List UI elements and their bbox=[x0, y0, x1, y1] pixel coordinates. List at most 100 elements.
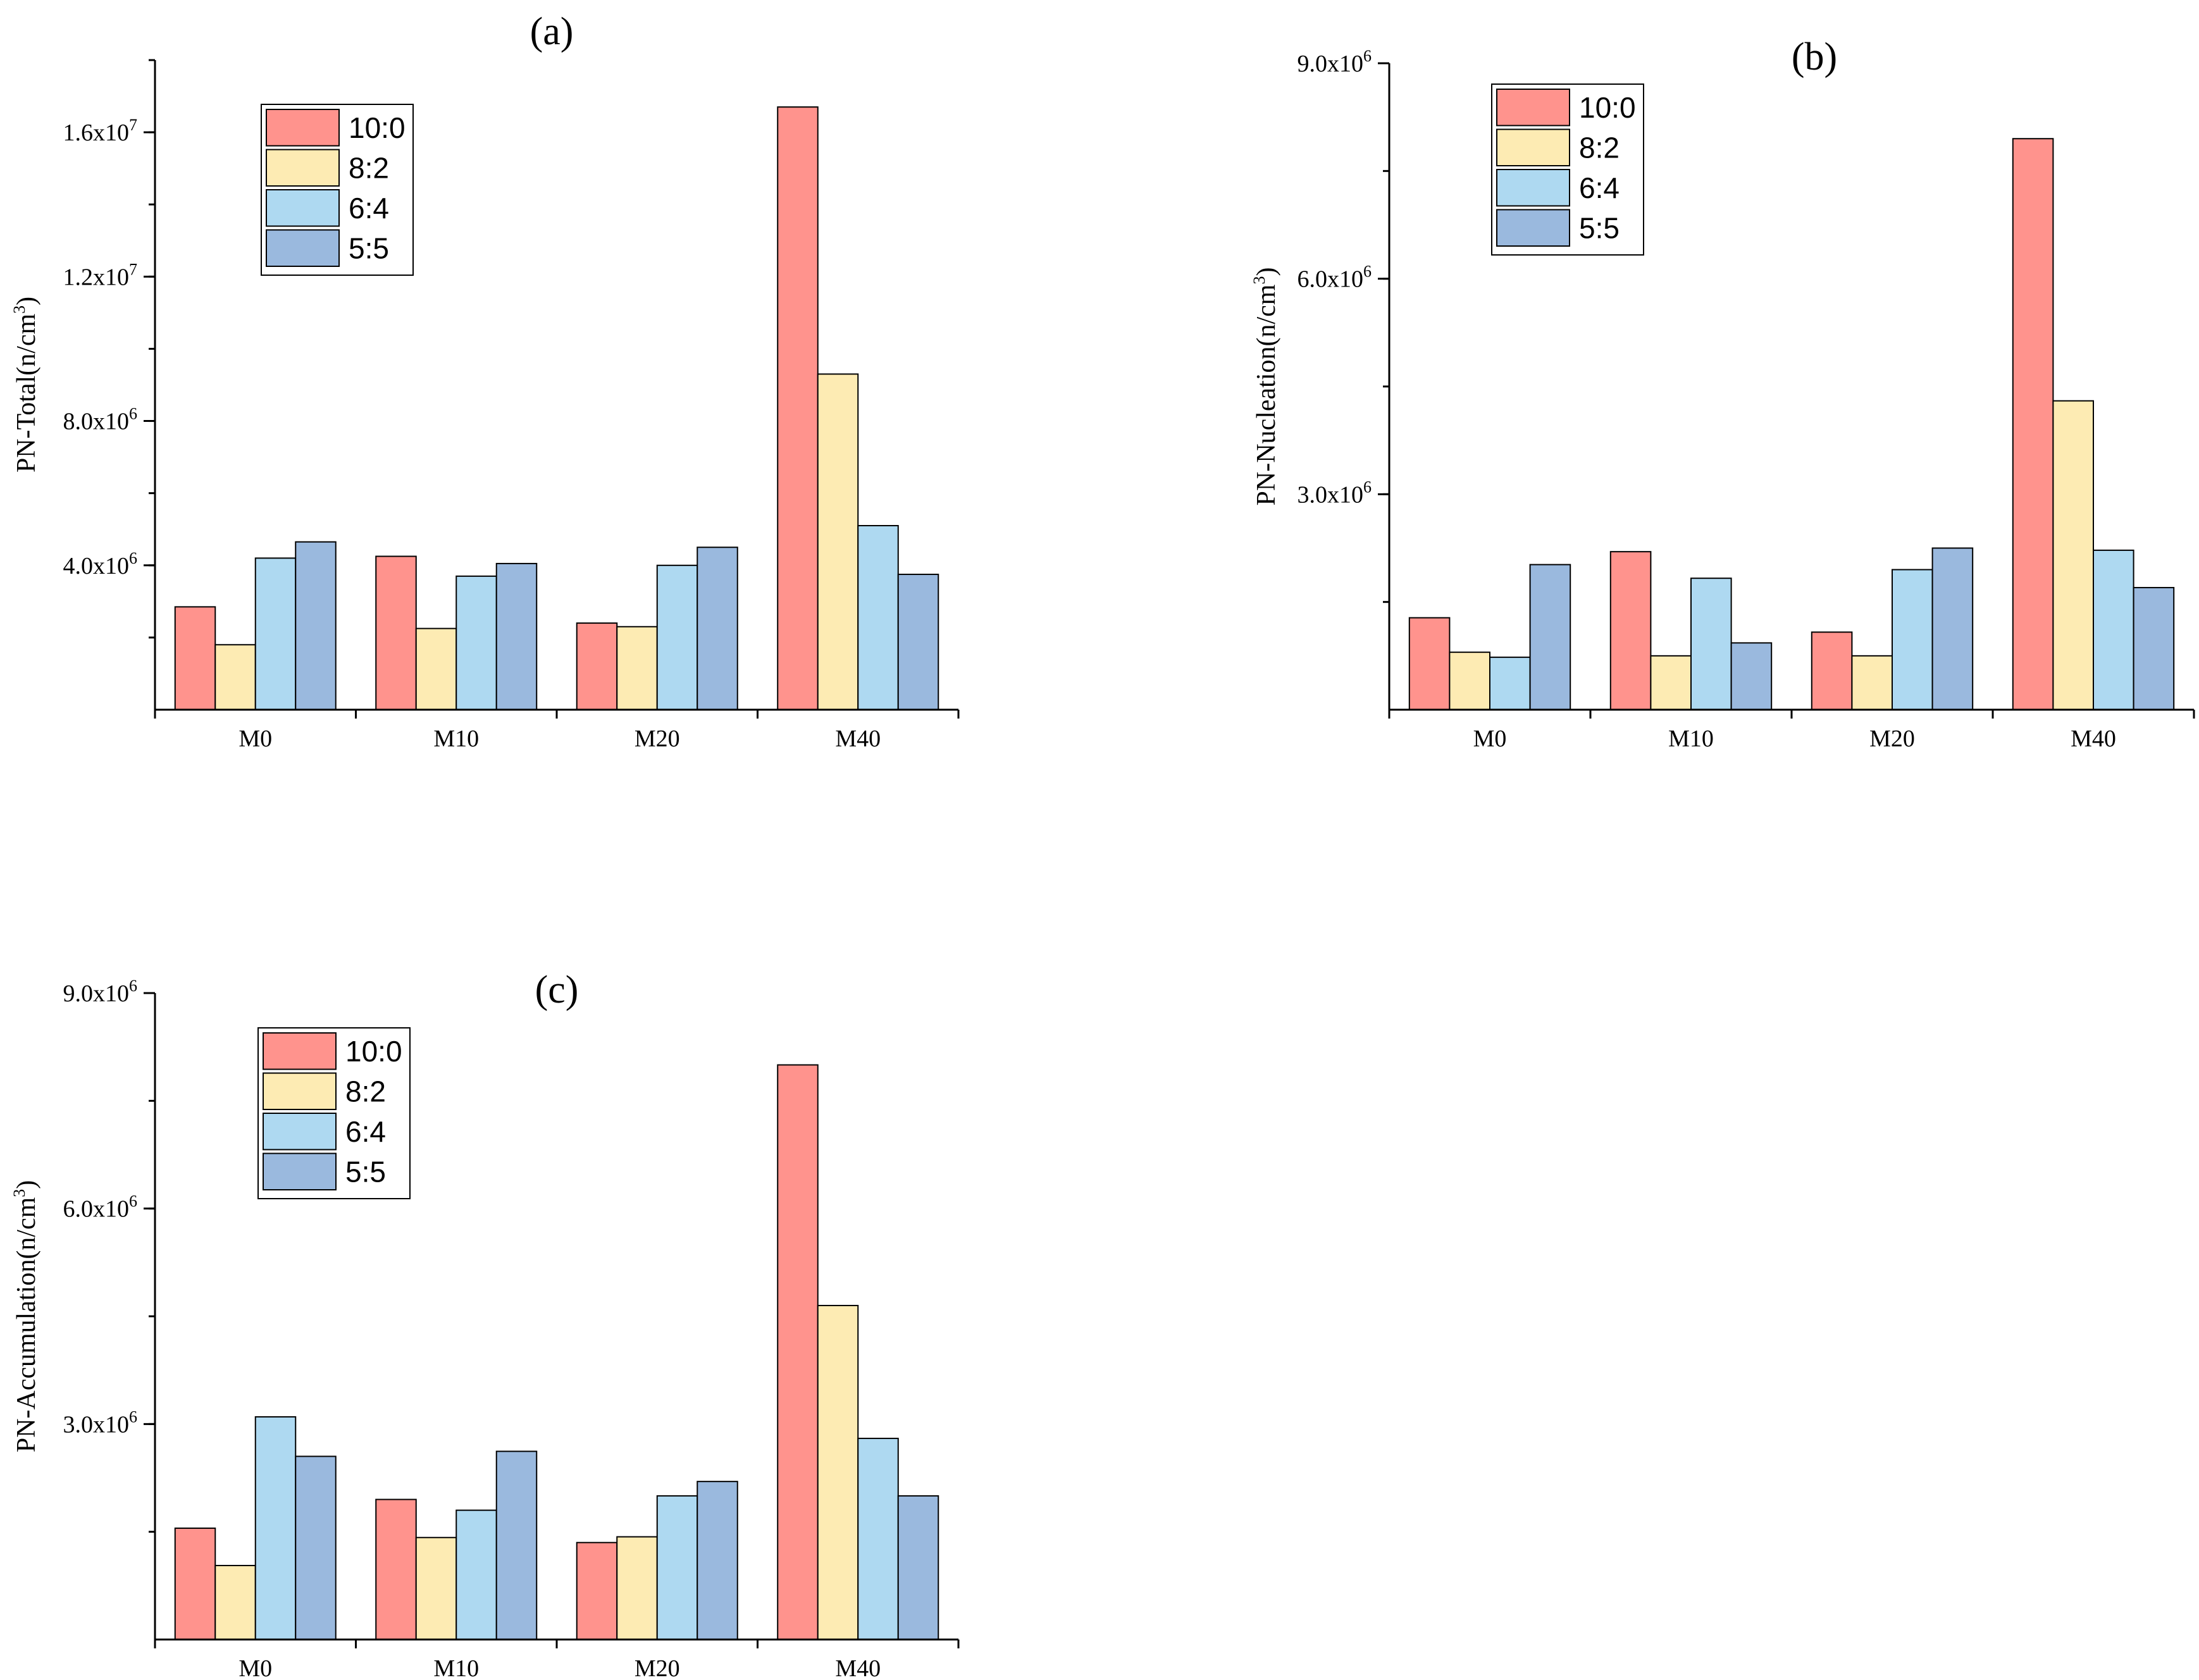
chart-panel-b: 3.0x106 6.0x106 9.0x106 M0 M10 M20 M40 PN-Nucle… bbox=[1250, 35, 2195, 752]
bar-M40-5-5 bbox=[897, 574, 939, 711]
x-category-label: M40 bbox=[835, 1655, 881, 1680]
bar-M20-8-2 bbox=[616, 1536, 658, 1640]
legend: 10:0 8:2 6:4 5:5 bbox=[1491, 83, 1644, 256]
x-category-label: M0 bbox=[1473, 726, 1507, 752]
legend-swatch bbox=[266, 149, 340, 187]
legend-swatch bbox=[1496, 89, 1570, 127]
x-category-label: M10 bbox=[1668, 726, 1714, 752]
bar-M0-10-0 bbox=[174, 1527, 216, 1640]
bar-M0-6-4 bbox=[1489, 657, 1531, 711]
y-tick-label: 3.0x106 bbox=[1298, 478, 1372, 508]
bar-M20-8-2 bbox=[616, 626, 658, 710]
bar-M10-5-5 bbox=[1730, 642, 1773, 710]
x-category-label: M20 bbox=[1869, 726, 1915, 752]
legend-label: 8:2 bbox=[1579, 131, 1620, 164]
bar-M40-6-4 bbox=[2093, 549, 2134, 711]
bar-M40-10-0 bbox=[777, 1064, 819, 1640]
bar-M10-8-2 bbox=[415, 1536, 457, 1641]
y-tick-label: 3.0x106 bbox=[63, 1407, 138, 1438]
y-axis-label: PN-Nucleation(n/cm3) bbox=[1250, 268, 1281, 506]
x-category-label: M40 bbox=[835, 726, 881, 752]
bar-M0-8-2 bbox=[214, 1565, 256, 1641]
panel-tag: (b) bbox=[1792, 35, 1837, 78]
legend-swatch bbox=[266, 189, 340, 227]
bar-M0-5-5 bbox=[295, 1455, 337, 1641]
legend-label: 6:4 bbox=[345, 1115, 386, 1148]
bar-M40-8-2 bbox=[2052, 400, 2094, 710]
bar-M20-8-2 bbox=[1851, 655, 1893, 711]
legend-label: 6:4 bbox=[1579, 171, 1620, 204]
y-tick-label: 9.0x106 bbox=[63, 977, 138, 1007]
bar-M40-6-4 bbox=[857, 1438, 899, 1640]
legend-label: 8:2 bbox=[349, 151, 389, 184]
bar-M40-10-0 bbox=[2012, 138, 2054, 710]
x-category-label: M0 bbox=[238, 726, 272, 752]
bar-M10-6-4 bbox=[455, 575, 497, 711]
legend-swatch bbox=[1496, 209, 1570, 247]
legend-swatch bbox=[266, 229, 340, 267]
y-tick-label: 8.0x106 bbox=[63, 405, 138, 435]
bar-M10-5-5 bbox=[495, 1450, 538, 1640]
legend-swatch bbox=[263, 1113, 337, 1151]
y-tick-label: 4.0x106 bbox=[63, 549, 138, 579]
y-axis-label: PN-Total(n/cm3) bbox=[10, 297, 41, 472]
bar-M40-10-0 bbox=[777, 106, 819, 710]
y-tick-label: 6.0x106 bbox=[63, 1192, 138, 1223]
legend-label: 5:5 bbox=[349, 232, 389, 264]
legend: 10:0 8:2 6:4 5:5 bbox=[257, 1027, 411, 1199]
x-category-label: M20 bbox=[635, 1655, 680, 1680]
panel-tag: (c) bbox=[535, 968, 579, 1011]
panel-tag: (a) bbox=[530, 10, 574, 53]
x-category-label: M20 bbox=[635, 726, 680, 752]
x-category-label: M10 bbox=[433, 1655, 479, 1680]
x-category-label: M0 bbox=[238, 1655, 272, 1680]
legend-label: 6:4 bbox=[349, 192, 389, 225]
legend-swatch bbox=[263, 1072, 337, 1110]
bar-M10-10-0 bbox=[375, 555, 417, 711]
bar-M0-8-2 bbox=[1449, 652, 1490, 710]
bar-M20-5-5 bbox=[697, 547, 738, 710]
bar-M10-10-0 bbox=[1609, 551, 1652, 711]
bar-M0-5-5 bbox=[295, 541, 337, 710]
x-category-label: M40 bbox=[2071, 726, 2116, 752]
y-axis-label: PN-Accumulation(n/cm3) bbox=[10, 1180, 41, 1453]
bar-M10-6-4 bbox=[1690, 578, 1732, 711]
legend-label: 5:5 bbox=[1579, 211, 1620, 244]
bar-M0-6-4 bbox=[254, 557, 297, 710]
bar-M0-6-4 bbox=[254, 1416, 297, 1640]
bar-M10-10-0 bbox=[375, 1498, 417, 1640]
bar-M40-5-5 bbox=[897, 1495, 939, 1641]
legend-swatch bbox=[263, 1032, 337, 1070]
legend: 10:0 8:2 6:4 5:5 bbox=[261, 104, 414, 276]
bar-M40-5-5 bbox=[2133, 586, 2175, 711]
legend-label: 10:0 bbox=[349, 111, 406, 144]
bar-M40-6-4 bbox=[857, 525, 899, 710]
bar-M20-6-4 bbox=[656, 1495, 698, 1641]
legend-label: 5:5 bbox=[345, 1155, 386, 1188]
bar-M20-6-4 bbox=[1892, 569, 1933, 710]
y-tick-label: 1.6x107 bbox=[63, 116, 138, 146]
bar-M0-10-0 bbox=[174, 606, 216, 710]
y-tick-label: 1.2x107 bbox=[63, 260, 138, 290]
bar-M0-10-0 bbox=[1408, 617, 1451, 710]
chart-panel-c: 3.0x106 6.0x106 9.0x106 M0 M10 M20 M40 PN-Accum… bbox=[10, 968, 960, 1680]
bar-M10-8-2 bbox=[415, 627, 457, 710]
legend-swatch bbox=[263, 1152, 337, 1190]
bar-M20-10-0 bbox=[576, 622, 618, 710]
legend-label: 10:0 bbox=[1579, 91, 1636, 124]
bar-M0-8-2 bbox=[214, 644, 256, 710]
legend-swatch bbox=[1496, 128, 1570, 166]
chart-panel-a: 4.0x106 8.0x106 1.2x107 1.6x107 M0 M10 M20 M40 P… bbox=[10, 10, 960, 752]
legend-label: 8:2 bbox=[345, 1075, 386, 1108]
bar-M20-10-0 bbox=[576, 1541, 618, 1640]
bar-M10-6-4 bbox=[455, 1509, 497, 1641]
legend-swatch bbox=[266, 109, 340, 147]
bar-M20-5-5 bbox=[697, 1481, 738, 1640]
bar-M20-5-5 bbox=[1931, 547, 1974, 710]
y-tick-label: 6.0x106 bbox=[1298, 262, 1372, 293]
bar-M20-6-4 bbox=[656, 564, 698, 710]
bar-M40-8-2 bbox=[817, 1304, 859, 1640]
bar-M40-8-2 bbox=[817, 373, 859, 710]
x-category-label: M10 bbox=[433, 726, 479, 752]
